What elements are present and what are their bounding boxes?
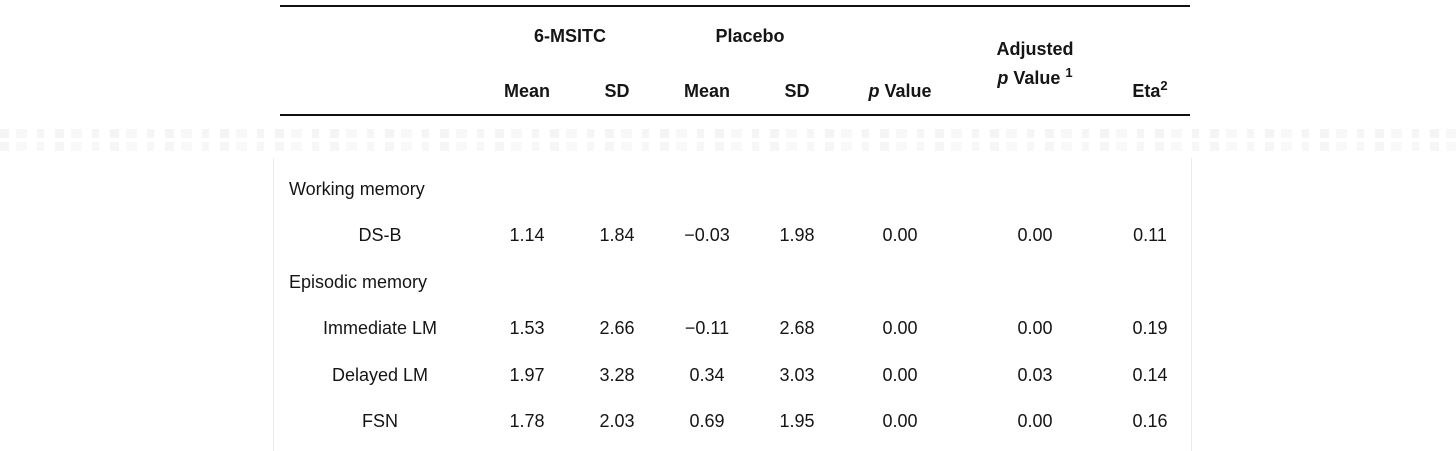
cell-sd-placebo: 3.03: [779, 364, 815, 385]
cell-sd-placebo: 1.98: [779, 225, 815, 246]
cell-sd-placebo: 1.95: [779, 411, 815, 432]
cell-adjusted-p-value: 0.03: [1017, 364, 1053, 385]
cell-eta-squared: 0.16: [1132, 411, 1168, 432]
cell-p-value: 0.00: [882, 225, 918, 246]
cell-adjusted-p-value: 0.00: [1017, 225, 1053, 246]
cell-eta-squared: 0.14: [1132, 364, 1168, 385]
cell-eta-squared: 0.11: [1133, 225, 1167, 246]
column-header-sd-placebo: SD: [784, 81, 810, 101]
table-header: 6-MSITC Placebo Adjusted p Value 1 Mean S…: [280, 5, 1190, 116]
row-label: Delayed LM: [331, 364, 429, 385]
group-row-episodic-memory: Episodic memory: [280, 259, 1190, 306]
cell-mean-placebo: 0.69: [689, 411, 725, 432]
cell-sd-6msitc: 2.66: [599, 318, 635, 339]
column-header-eta-squared: Eta2: [1110, 78, 1190, 101]
cell-mean-6msitc: 1.53: [509, 318, 545, 339]
eta-exponent: 2: [1160, 78, 1168, 93]
group-label: Working memory: [289, 178, 425, 199]
cell-mean-placebo: −0.03: [684, 225, 730, 246]
cell-adjusted-p-value: 0.00: [1017, 318, 1053, 339]
cell-sd-6msitc: 2.03: [599, 411, 635, 432]
footnote-marker-1: 1: [1065, 65, 1073, 80]
cell-p-value: 0.00: [882, 411, 918, 432]
table-row-ds-b: DS-B 1.14 1.84 −0.03 1.98 0.00 0.00 0.11: [280, 213, 1190, 260]
table-body: Working memory DS-B 1.14 1.84 −0.03 1.98…: [280, 166, 1190, 445]
table-row-immediate-lm: Immediate LM 1.53 2.66 −0.11 2.68 0.00 0…: [280, 306, 1190, 353]
column-header-sd-6msitc: SD: [604, 81, 630, 101]
row-label: FSN: [362, 411, 398, 432]
table-row-fsn: FSN 1.78 2.03 0.69 1.95 0.00 0.00 0.16: [280, 399, 1190, 446]
ghost-text-artifact-band: [0, 124, 1456, 158]
column-header-mean-placebo: Mean: [683, 81, 730, 101]
cell-mean-6msitc: 1.14: [509, 225, 545, 246]
cell-sd-6msitc: 1.84: [599, 225, 635, 246]
column-header-mean-6msitc: Mean: [503, 81, 550, 101]
cell-mean-placebo: −0.11: [684, 318, 730, 339]
table-body-panel: [273, 158, 1192, 451]
column-header-adjusted-line2: p Value 1: [960, 65, 1110, 88]
p-italic: p: [868, 81, 880, 101]
cell-mean-6msitc: 1.78: [509, 411, 545, 432]
row-label: DS-B: [358, 225, 402, 246]
eta-base: Eta: [1132, 81, 1161, 101]
cell-sd-6msitc: 3.28: [599, 364, 635, 385]
cell-p-value: 0.00: [882, 318, 918, 339]
cell-eta-squared: 0.19: [1132, 318, 1168, 339]
ghost-text-line: [0, 129, 1456, 138]
ghost-text-line: [0, 142, 1456, 151]
column-group-6msitc: 6-MSITC: [534, 26, 606, 46]
group-row-working-memory: Working memory: [280, 166, 1190, 213]
cell-mean-6msitc: 1.97: [509, 364, 545, 385]
adjusted-p-italic: p: [997, 68, 1009, 88]
column-group-placebo: Placebo: [715, 26, 785, 46]
row-label: Immediate LM: [322, 318, 438, 339]
column-header-p-value: p Value: [840, 81, 960, 101]
cell-adjusted-p-value: 0.00: [1017, 411, 1053, 432]
table-row-delayed-lm: Delayed LM 1.97 3.28 0.34 3.03 0.00 0.03…: [280, 352, 1190, 399]
p-value-word: Value: [884, 81, 932, 101]
cell-sd-placebo: 2.68: [779, 318, 815, 339]
group-label: Episodic memory: [289, 271, 428, 292]
cell-p-value: 0.00: [882, 364, 918, 385]
adjusted-value-word: Value: [1013, 68, 1061, 88]
column-header-adjusted-line1: Adjusted: [996, 39, 1074, 59]
cell-mean-placebo: 0.34: [689, 364, 725, 385]
